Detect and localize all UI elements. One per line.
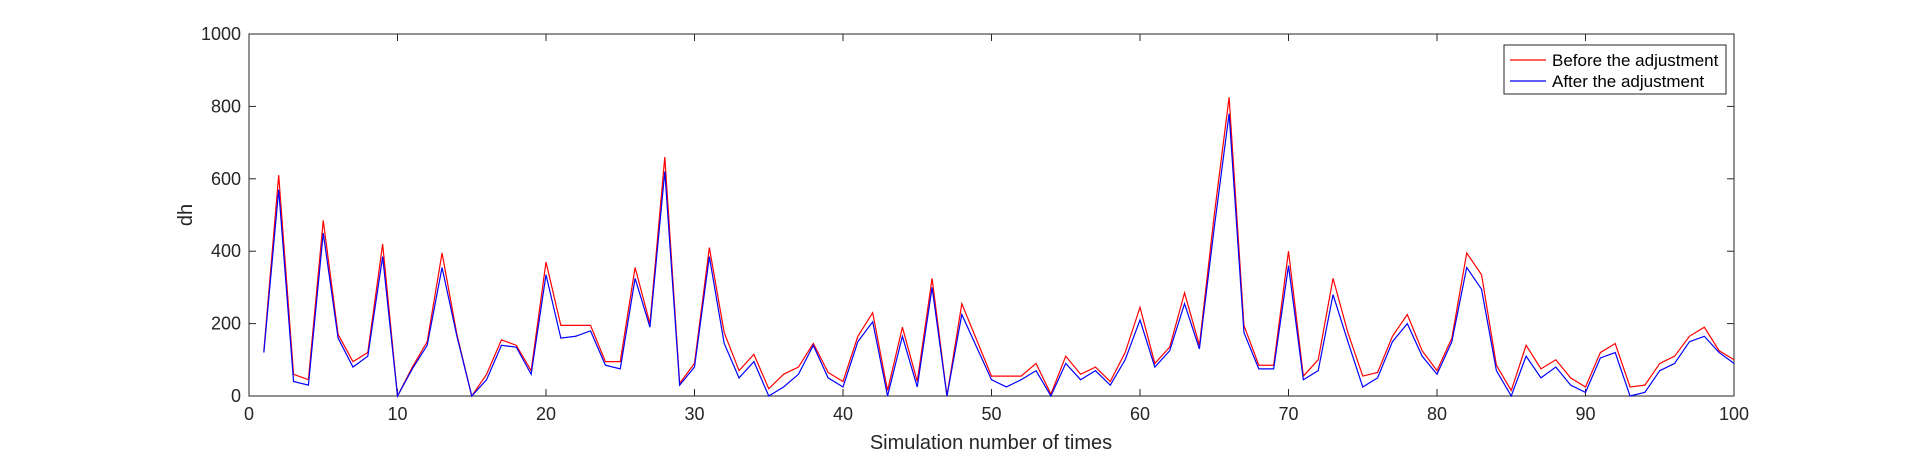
y-tick-label: 400 xyxy=(211,241,241,261)
y-tick-label: 800 xyxy=(211,96,241,116)
x-tick-label: 10 xyxy=(387,404,407,424)
legend-entry-label: Before the adjustment xyxy=(1552,51,1719,70)
x-tick-label: 90 xyxy=(1575,404,1595,424)
series-line-before xyxy=(263,97,1735,399)
x-tick-label: 0 xyxy=(244,404,254,424)
y-tick-label: 200 xyxy=(211,314,241,334)
series-lines xyxy=(263,97,1735,399)
x-tick-label: 70 xyxy=(1278,404,1298,424)
plot-area xyxy=(248,33,1735,397)
x-tick-label: 60 xyxy=(1130,404,1150,424)
x-tick-label: 40 xyxy=(833,404,853,424)
x-tick-label: 100 xyxy=(1719,404,1749,424)
y-tick-label: 0 xyxy=(231,386,241,406)
x-tick-label: 80 xyxy=(1427,404,1447,424)
series-line-after xyxy=(263,113,1735,398)
legend-box xyxy=(1503,44,1727,95)
x-tick-label: 30 xyxy=(684,404,704,424)
y-tick-label: 600 xyxy=(211,169,241,189)
legend-entry-label: After the adjustment xyxy=(1552,72,1704,91)
y-axis-label: dh xyxy=(175,204,197,226)
legend: Before the adjustment After the adjustmen… xyxy=(1503,44,1727,95)
y-tick-label: 1000 xyxy=(201,24,241,44)
x-axis-label: Simulation number of times xyxy=(870,432,1112,452)
x-tick-label: 50 xyxy=(981,404,1001,424)
x-tick-label: 20 xyxy=(536,404,556,424)
